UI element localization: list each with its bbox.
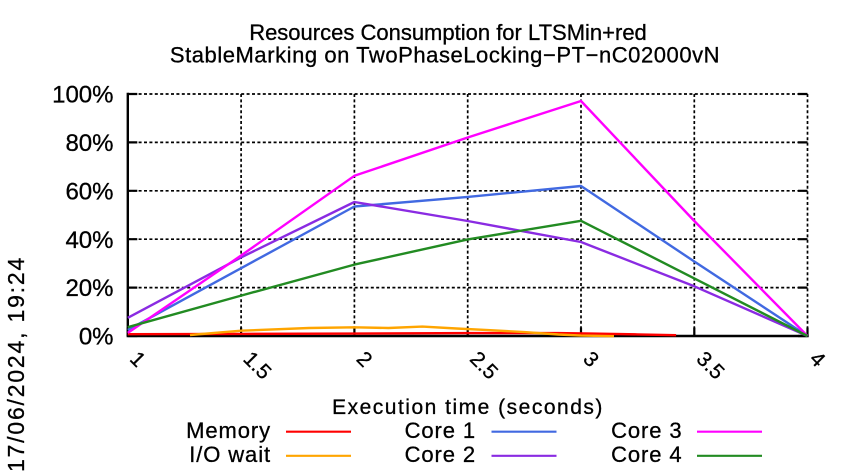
svg-text:Core 1: Core 1	[405, 418, 476, 443]
svg-text:Resources Consumption for LTSM: Resources Consumption for LTSMin+red	[249, 20, 647, 45]
svg-text:Execution time (seconds): Execution time (seconds)	[332, 396, 604, 419]
svg-text:40%: 40%	[65, 227, 113, 254]
svg-text:Core 2: Core 2	[405, 442, 476, 467]
svg-text:80%: 80%	[65, 130, 113, 157]
svg-text:100%: 100%	[52, 82, 113, 109]
svg-text:17/06/2024, 19:24: 17/06/2024, 19:24	[3, 256, 29, 472]
svg-text:20%: 20%	[65, 275, 113, 302]
svg-text:Memory: Memory	[186, 418, 271, 443]
svg-text:StableMarking on TwoPhaseLocki: StableMarking on TwoPhaseLocking−PT−nC02…	[170, 43, 720, 68]
svg-text:Core 3: Core 3	[611, 418, 682, 443]
svg-text:0%: 0%	[79, 324, 114, 351]
svg-text:60%: 60%	[65, 178, 113, 205]
svg-text:Core 4: Core 4	[611, 442, 682, 467]
svg-text:I/O wait: I/O wait	[189, 442, 271, 467]
